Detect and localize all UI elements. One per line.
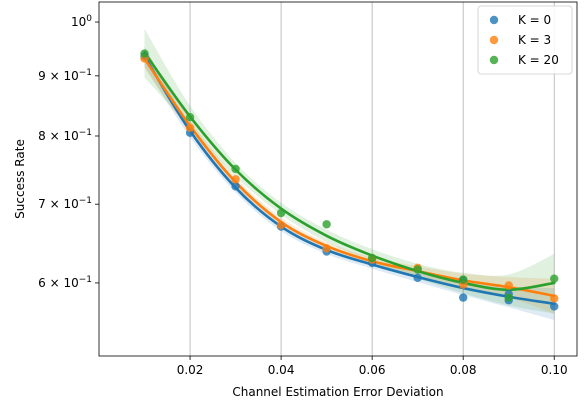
plot-frame <box>98 1 578 357</box>
band-k-0 <box>144 46 555 320</box>
legend-box <box>477 5 573 75</box>
point-k-0 <box>550 302 559 311</box>
point-k-20 <box>367 253 377 263</box>
point-k-20 <box>504 293 513 302</box>
point-k-20 <box>413 265 422 274</box>
legend-marker-k-3 <box>489 35 499 45</box>
legend: K = 0 K = 3 K = 20 <box>477 5 573 75</box>
x-tick-label: 0.10 <box>541 363 568 377</box>
fit-lines <box>143 51 556 306</box>
band-k-20 <box>144 28 555 314</box>
legend-label-k-20: K = 20 <box>518 53 559 67</box>
fit-line-k-20 <box>143 51 556 292</box>
y-tick-label: 7 × 10−1 <box>38 196 92 211</box>
x-tick-label: 0.02 <box>177 363 204 377</box>
point-k-20 <box>231 164 240 174</box>
point-k-0 <box>458 293 468 302</box>
point-k-3 <box>504 281 513 290</box>
point-k-0 <box>413 273 422 283</box>
x-axis-label: Channel Estimation Error Deviation <box>232 385 443 399</box>
point-k-20 <box>140 49 149 58</box>
x-axis-ticks: 0.02 0.04 0.06 0.08 0.10 <box>177 356 568 377</box>
point-k-20 <box>185 112 195 122</box>
point-k-3 <box>185 123 195 132</box>
point-k-3 <box>231 175 240 184</box>
y-tick-label: 100 <box>71 14 92 29</box>
point-k-3 <box>322 244 331 253</box>
point-k-20 <box>458 275 468 284</box>
point-k-3 <box>550 294 559 303</box>
y-axis-label: Success Rate <box>13 139 27 219</box>
y-tick-label: 6 × 10−1 <box>38 275 92 290</box>
point-k-20 <box>276 208 286 218</box>
point-k-0 <box>231 182 240 191</box>
x-tick-label: 0.08 <box>450 363 477 377</box>
legend-label-k-0: K = 0 <box>518 13 551 27</box>
y-axis-ticks: 100 9 × 10−1 8 × 10−1 7 × 10−1 6 × 10−1 <box>38 14 99 290</box>
y-tick-label: 8 × 10−1 <box>38 128 92 143</box>
legend-marker-k-20 <box>489 55 499 65</box>
x-tick-label: 0.06 <box>359 363 386 377</box>
y-tick-label: 9 × 10−1 <box>38 68 92 83</box>
point-k-20 <box>550 274 559 283</box>
fit-line-k-3 <box>143 57 556 298</box>
x-tick-label: 0.04 <box>268 363 295 377</box>
legend-marker-k-0 <box>489 15 499 25</box>
point-k-3 <box>276 220 286 230</box>
band-k-3 <box>144 48 555 314</box>
point-k-20 <box>322 220 331 229</box>
data-points <box>140 49 559 311</box>
fit-line-k-0 <box>143 55 556 306</box>
legend-label-k-3: K = 3 <box>518 33 551 47</box>
